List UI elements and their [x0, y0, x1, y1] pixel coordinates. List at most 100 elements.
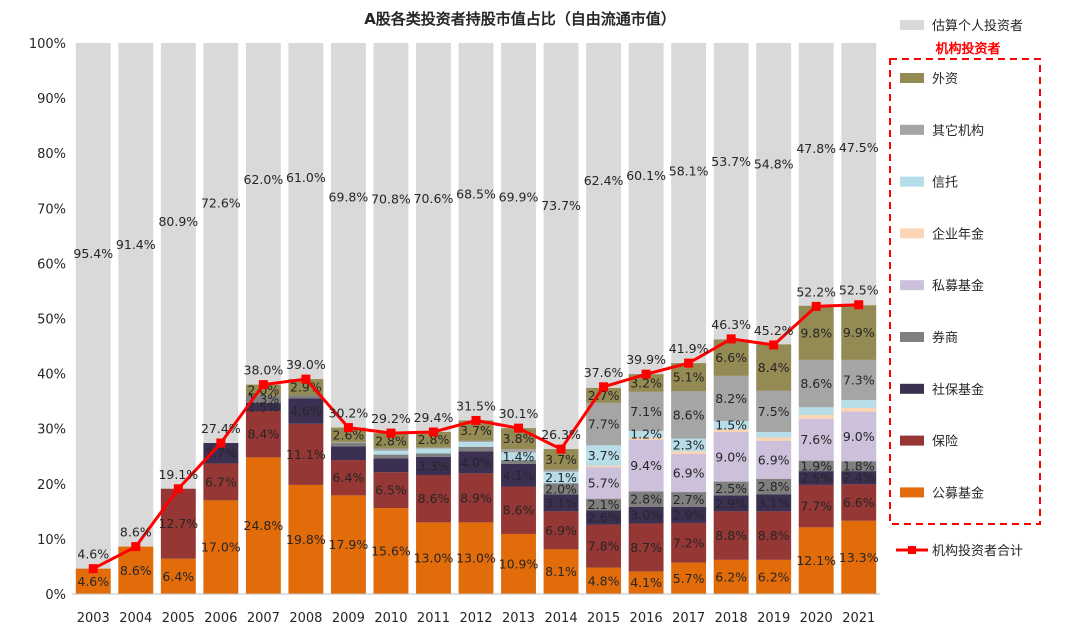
total-line-point — [301, 374, 311, 384]
bar-broker-2018 — [713, 481, 749, 496]
bar-other-2010 — [373, 448, 409, 451]
bar-label-trust-2013: 1.4% — [503, 449, 535, 464]
total-line-point — [514, 423, 524, 433]
bar-broker-2016 — [628, 491, 664, 507]
bar-fund-2009 — [330, 495, 366, 594]
bar-label-insurance-2019: 8.8% — [758, 528, 790, 543]
bar-social-2009 — [330, 446, 366, 461]
bar-private-2015 — [586, 467, 622, 499]
bar-insurance-2016 — [628, 523, 664, 572]
bar-trust-2016 — [628, 430, 664, 438]
legend-label-social: 社保基金 — [932, 382, 984, 398]
x-tick-label: 2008 — [289, 611, 322, 626]
bar-insurance-2014 — [543, 511, 579, 550]
bar-other-2019 — [756, 390, 792, 433]
bar-trust-2015 — [586, 445, 622, 466]
bar-foreign-2020 — [798, 305, 834, 360]
bar-label-fund-2020: 12.1% — [796, 553, 836, 568]
bar-insurance-2010 — [373, 472, 409, 509]
bar-fund-2008 — [288, 484, 324, 594]
bar-trust-2010 — [373, 450, 409, 455]
bar-label-private-2018: 9.0% — [715, 449, 747, 464]
bar-fund-2019 — [756, 559, 792, 594]
bar-label-fund-2011: 13.0% — [414, 551, 454, 566]
bar-trust-2012 — [458, 441, 494, 447]
bar-label-insurance-2008: 11.1% — [286, 447, 326, 462]
bar-social-2007 — [245, 402, 281, 412]
bar-fund-2014 — [543, 549, 579, 594]
bar-fund-2016 — [628, 571, 664, 594]
legend-swatch-other — [900, 124, 924, 135]
total-line-label: 27.4% — [201, 421, 241, 436]
total-line-label: 26.3% — [541, 427, 581, 442]
bar-label-private-2021: 9.0% — [843, 429, 875, 444]
bar-label-other-2016: 7.1% — [630, 404, 662, 419]
bar-annuity-2015 — [586, 465, 622, 468]
chart-title: A股各类投资者持股市值占比（自由流通市值） — [364, 10, 676, 28]
legend-label-individual: 估算个人投资者 — [932, 18, 1023, 34]
legend-swatch-individual — [900, 20, 924, 30]
y-tick-label: 30% — [37, 423, 66, 438]
total-line-point — [599, 382, 609, 392]
bar-label-insurance-2005: 12.7% — [158, 516, 198, 531]
bar-social-2020 — [798, 471, 834, 485]
bar-label-fund-2012: 13.0% — [456, 551, 496, 566]
legend-label-fund: 公募基金 — [932, 485, 984, 501]
bar-label-insurance-2021: 6.6% — [843, 495, 875, 510]
bar-label-other-2020: 8.6% — [800, 376, 832, 391]
bar-label-individual-2005: 80.9% — [158, 214, 198, 229]
bar-label-individual-2014: 73.7% — [541, 198, 581, 213]
bar-trust-2017 — [671, 438, 707, 452]
bar-other-2009 — [330, 441, 366, 444]
bar-foreign-2019 — [756, 344, 792, 391]
bar-trust-2013 — [501, 452, 536, 461]
bar-insurance-2015 — [586, 524, 622, 568]
bar-label-individual-2003: 95.4% — [73, 246, 113, 261]
bar-insurance-2017 — [671, 522, 707, 563]
bar-foreign-2017 — [671, 363, 707, 392]
bar-label-social-2011: 3.3% — [418, 458, 450, 473]
x-tick-label: 2016 — [630, 611, 663, 626]
bar-label-individual-2019: 54.8% — [754, 156, 794, 171]
bar-annuity-2020 — [798, 414, 834, 419]
total-line-label: 52.5% — [839, 283, 879, 298]
bar-label-social-2013: 4.1% — [503, 468, 535, 483]
bar-private-2016 — [628, 439, 664, 492]
bar-trust-2011 — [416, 448, 451, 454]
y-tick-label: 10% — [37, 533, 66, 548]
total-line-point — [88, 564, 98, 574]
bar-private-2020 — [798, 418, 834, 461]
bar-private-2017 — [671, 454, 707, 493]
bar-insurance-2007 — [245, 411, 281, 458]
total-line-label: 39.9% — [626, 352, 666, 367]
bar-label-individual-2008: 61.0% — [286, 170, 326, 185]
total-line-point — [684, 358, 694, 368]
total-line-label: 41.9% — [669, 341, 709, 356]
total-line-label: 45.2% — [754, 323, 794, 338]
bar-label-fund-2021: 13.3% — [839, 550, 879, 565]
bar-labels: 4.6% 95.4% 8.6% 91.4% 6.4% 12.7% 80.9% 17.0% 6.7… — [73, 140, 878, 590]
bar-insurance-2011 — [416, 474, 451, 523]
legend-swatch-social — [900, 383, 924, 394]
x-tick-label: 2004 — [119, 611, 152, 626]
bar-label-social-2014: 3.1% — [545, 495, 577, 510]
x-axis: 2003 2004 2005 2006 2007 2008 2009 2010 2011 2012… — [72, 593, 880, 626]
legend-swatch-foreign — [900, 73, 924, 83]
bar-label-private-2016: 9.4% — [630, 458, 662, 473]
legend-label-annuity: 企业年金 — [932, 226, 984, 242]
bar-social-2017 — [671, 506, 707, 523]
bar-label-private-2019: 6.9% — [758, 452, 790, 467]
bar-label-fund-2006: 17.0% — [201, 540, 241, 555]
bar-label-individual-2021: 47.5% — [839, 140, 879, 155]
bar-label-foreign-2021: 9.9% — [843, 325, 875, 340]
bar-fund-2015 — [586, 567, 622, 594]
bar-insurance-2009 — [330, 460, 366, 496]
x-tick-label: 2009 — [332, 611, 365, 626]
bar-label-individual-2009: 69.8% — [329, 189, 369, 204]
bar-label-foreign-2008: 2.9% — [290, 380, 322, 395]
bar-label-broker-2020: 1.9% — [800, 458, 832, 473]
total-line-label: 31.5% — [456, 398, 496, 413]
y-tick-label: 50% — [37, 313, 66, 328]
bar-other-2013 — [501, 449, 536, 453]
x-tick-label: 2010 — [374, 611, 407, 626]
